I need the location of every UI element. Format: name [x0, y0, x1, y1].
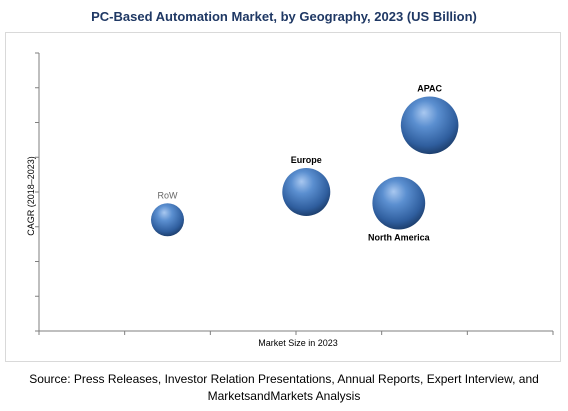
bubble-europe: [282, 168, 331, 216]
bubble-row: [151, 203, 184, 237]
chart-title: PC-Based Automation Market, by Geography…: [91, 9, 477, 24]
source-note: Source: Press Releases, Investor Relatio…: [29, 372, 539, 403]
bubble-label-north-america: North America: [368, 233, 431, 243]
y-axis-label: CAGR (2018–2023): [26, 156, 36, 236]
bubble-north-america: [372, 176, 426, 230]
bubble-label-row: RoW: [158, 190, 179, 200]
axes: [35, 52, 554, 335]
bubble-label-europe: Europe: [291, 155, 322, 165]
bubbles: RoW Europe North America APAC: [151, 83, 459, 243]
bubble-label-apac: APAC: [417, 83, 442, 93]
chart-frame: [5, 32, 561, 362]
bubble-apac: [400, 96, 459, 155]
x-axis-label: Market Size in 2023: [258, 338, 338, 348]
